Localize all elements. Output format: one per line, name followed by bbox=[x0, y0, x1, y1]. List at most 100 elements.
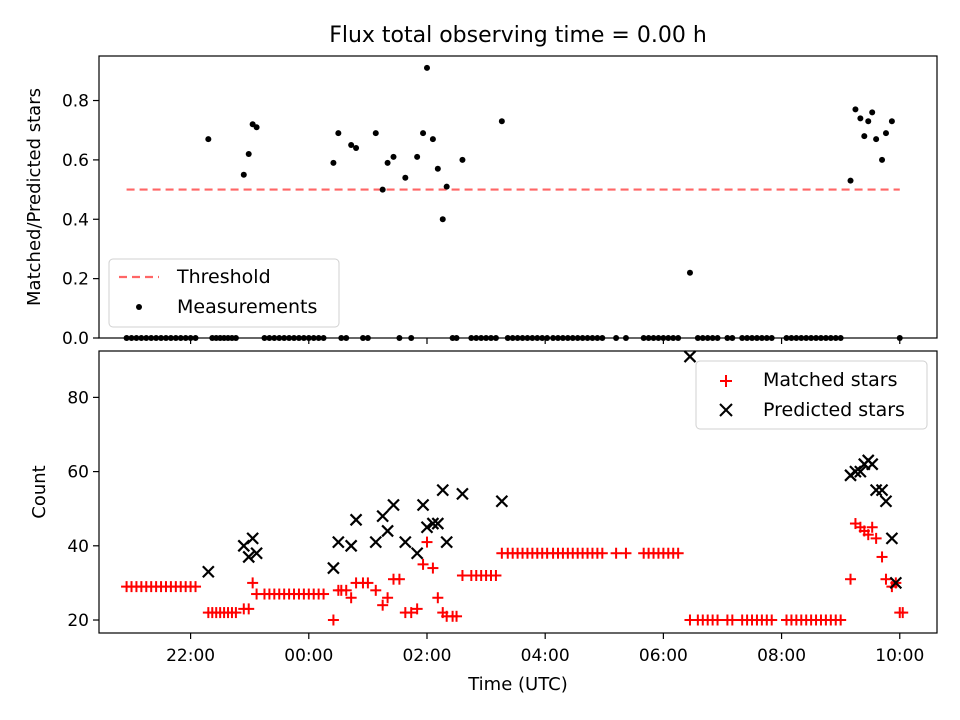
matched-stars-point bbox=[362, 577, 374, 589]
legend-threshold-label: Threshold bbox=[176, 266, 271, 288]
predicted-stars-point bbox=[869, 483, 883, 497]
measurement-point bbox=[330, 159, 337, 166]
measurement-point bbox=[865, 118, 872, 125]
matched-stars-point bbox=[880, 573, 892, 585]
predicted-stars-point bbox=[250, 546, 263, 560]
y-tick-label: 20 bbox=[67, 611, 89, 631]
measurement-point bbox=[888, 118, 895, 125]
y-tick-label: 0.4 bbox=[62, 210, 89, 230]
predicted-stars-point bbox=[865, 457, 879, 471]
predicted-stars-point bbox=[376, 509, 389, 523]
matched-stars-point bbox=[610, 547, 622, 559]
x-axis-label: Time (UTC) bbox=[467, 674, 568, 695]
matched-stars-point bbox=[405, 607, 417, 619]
matched-stars-point bbox=[712, 614, 724, 626]
matched-stars-point bbox=[897, 607, 909, 619]
matched-stars-point bbox=[862, 529, 874, 541]
matched-stars-point bbox=[370, 584, 382, 596]
matched-stars-point bbox=[870, 532, 882, 544]
y-tick-label: 0.0 bbox=[62, 329, 89, 349]
y-tick-label: 0.8 bbox=[62, 92, 89, 112]
predicted-stars-point bbox=[440, 535, 453, 549]
measurement-point bbox=[402, 174, 409, 181]
legend-measurements-label: Measurements bbox=[177, 296, 317, 318]
measurement-point bbox=[861, 133, 868, 140]
top-panel-frame bbox=[98, 55, 938, 339]
bottom-panel-frame bbox=[98, 350, 938, 634]
measurement-point bbox=[857, 115, 864, 122]
matched-stars-point bbox=[411, 603, 423, 615]
measurement-point bbox=[253, 124, 260, 131]
predicted-stars-point bbox=[495, 494, 509, 508]
x-tick-label: 04:00 bbox=[521, 646, 570, 666]
count-y-axis: 20 40 60 80 bbox=[67, 388, 99, 631]
predicted-stars-point bbox=[879, 494, 893, 508]
count-y-axis-label: Count bbox=[29, 465, 50, 518]
predicted-stars-point bbox=[456, 487, 469, 501]
measurement-point bbox=[882, 130, 889, 137]
matched-stars-point bbox=[432, 592, 444, 604]
measurement-point bbox=[372, 130, 379, 137]
x-tick-label: 06:00 bbox=[639, 646, 688, 666]
measurement-point bbox=[420, 130, 427, 137]
predicted-stars-point bbox=[332, 535, 345, 549]
matched-stars-point bbox=[345, 592, 357, 604]
ratio-legend: Threshold Measurements bbox=[108, 258, 340, 328]
matched-stars-point bbox=[393, 573, 405, 585]
legend-matched-label: Matched stars bbox=[763, 369, 897, 391]
matched-stars-point bbox=[845, 573, 857, 585]
measurement-point bbox=[879, 156, 886, 163]
matched-stars-point bbox=[876, 551, 888, 563]
matched-stars-point bbox=[318, 588, 330, 600]
predicted-stars-point bbox=[410, 546, 424, 560]
predicted-stars-point bbox=[387, 498, 400, 512]
legend-predicted-label: Predicted stars bbox=[763, 399, 905, 421]
predicted-stars-point bbox=[875, 483, 889, 497]
predicted-stars-point bbox=[426, 517, 440, 530]
chart-title: Flux total observing time = 0.00 h bbox=[329, 23, 707, 48]
measurement-point bbox=[498, 118, 505, 125]
matched-stars-point bbox=[672, 547, 684, 559]
predicted-stars-point bbox=[416, 498, 430, 512]
measurement-point bbox=[390, 153, 397, 160]
predicted-stars-point bbox=[399, 535, 412, 549]
series-predicted-stars bbox=[202, 350, 903, 590]
matched-stars-point bbox=[427, 562, 439, 574]
top-panel-x-tick-marks bbox=[190, 338, 901, 344]
predicted-stars-point bbox=[349, 513, 363, 527]
predicted-stars-point bbox=[885, 532, 899, 545]
matched-stars-point bbox=[382, 592, 394, 604]
count-plot-area bbox=[121, 350, 909, 626]
matched-stars-point bbox=[766, 614, 778, 626]
series-measurements bbox=[123, 64, 903, 341]
predicted-stars-point bbox=[369, 535, 383, 549]
ratio-legend-box bbox=[108, 258, 340, 328]
measurement-point bbox=[335, 130, 342, 137]
x-tick-label: 00:00 bbox=[284, 646, 333, 666]
y-tick-label: 0.2 bbox=[62, 270, 89, 290]
matched-stars-point bbox=[230, 607, 242, 619]
x-tick-label: 10:00 bbox=[875, 646, 924, 666]
measurement-point bbox=[240, 171, 247, 178]
bottom-panel: 20 40 60 80 22:00 00:00 02:00 04:00 06:00 08:00 1… bbox=[29, 350, 938, 695]
x-tick-label: 02:00 bbox=[402, 646, 451, 666]
matched-stars-point bbox=[417, 558, 429, 570]
matched-stars-point bbox=[451, 610, 463, 622]
ratio-plot-area bbox=[123, 64, 903, 341]
measurement-point bbox=[873, 136, 880, 143]
measurement-point bbox=[459, 156, 466, 163]
predicted-stars-point bbox=[246, 532, 259, 545]
matched-stars-point bbox=[866, 521, 878, 533]
matched-stars-point bbox=[190, 581, 202, 593]
legend-measurements-swatch bbox=[136, 304, 142, 310]
matched-stars-point bbox=[327, 614, 339, 626]
matched-stars-point bbox=[377, 599, 389, 611]
measurement-point bbox=[847, 177, 854, 184]
ratio-y-axis-label: Matched/Predicted stars bbox=[24, 88, 45, 306]
measurement-point bbox=[439, 216, 446, 223]
ratio-y-axis: 0.0 0.2 0.4 0.6 0.8 bbox=[62, 92, 99, 349]
predicted-stars-point bbox=[242, 550, 255, 564]
matched-stars-point bbox=[620, 547, 632, 559]
predicted-stars-point bbox=[420, 520, 434, 534]
matched-stars-point bbox=[421, 536, 433, 548]
